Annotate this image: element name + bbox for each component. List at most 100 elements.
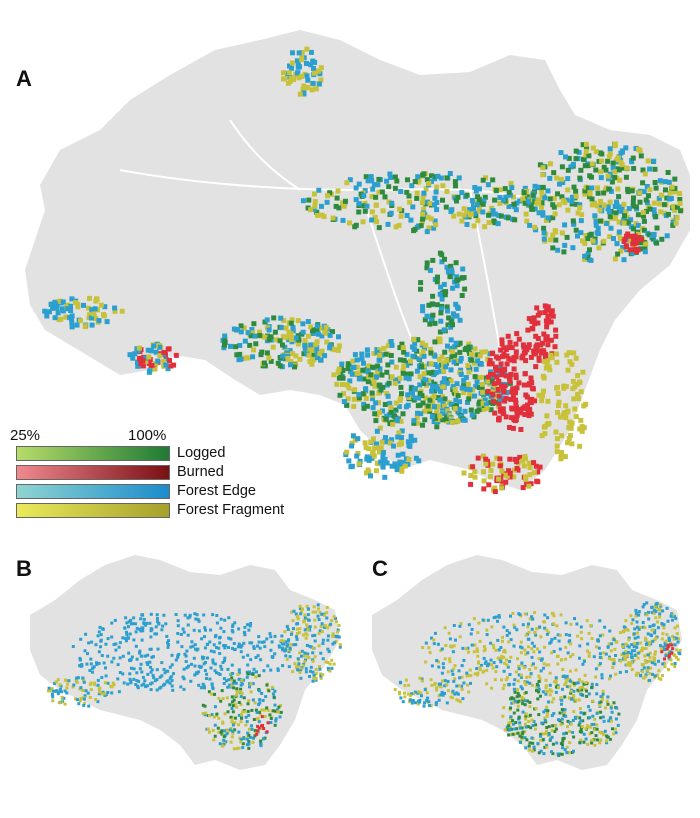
disturbance-cell: [455, 194, 461, 200]
disturbance-cell: [535, 685, 539, 689]
disturbance-cell: [609, 704, 613, 708]
disturbance-cell: [125, 621, 129, 625]
disturbance-cell: [141, 675, 145, 679]
disturbance-cell: [614, 241, 620, 247]
disturbance-cell: [599, 158, 605, 164]
disturbance-cell: [423, 342, 429, 348]
disturbance-cell: [489, 658, 493, 662]
disturbance-cell: [477, 621, 481, 625]
legend-label-forest-edge: Forest Edge: [177, 483, 256, 499]
disturbance-cell: [138, 649, 142, 653]
disturbance-cell: [397, 690, 401, 694]
disturbance-cell: [531, 724, 535, 727]
disturbance-cell: [493, 364, 498, 370]
disturbance-cell: [523, 211, 529, 217]
disturbance-cell: [526, 342, 532, 348]
disturbance-cell: [484, 660, 488, 664]
disturbance-cell: [60, 695, 64, 699]
disturbance-cell: [77, 702, 81, 706]
disturbance-cell: [427, 700, 431, 704]
disturbance-cell: [184, 660, 188, 663]
disturbance-cell: [388, 175, 394, 180]
disturbance-cell: [144, 623, 148, 627]
disturbance-cell: [98, 690, 102, 694]
disturbance-cell: [545, 632, 549, 636]
disturbance-cell: [319, 325, 325, 331]
disturbance-cell: [561, 739, 565, 743]
disturbance-cell: [447, 171, 453, 176]
disturbance-cell: [666, 645, 670, 649]
disturbance-cell: [449, 270, 455, 276]
disturbance-cell: [583, 148, 589, 154]
disturbance-cell: [602, 719, 606, 723]
disturbance-cell: [677, 197, 683, 202]
disturbance-cell: [568, 721, 572, 725]
disturbance-cell: [58, 683, 62, 687]
disturbance-cell: [389, 342, 395, 348]
disturbance-cell: [255, 670, 258, 674]
disturbance-cell: [297, 662, 301, 666]
disturbance-cell: [595, 190, 601, 196]
disturbance-cell: [311, 634, 315, 638]
disturbance-cell: [606, 154, 612, 160]
disturbance-cell: [66, 682, 70, 686]
disturbance-cell: [202, 613, 206, 617]
disturbance-cell: [410, 392, 415, 397]
disturbance-cell: [287, 78, 293, 84]
disturbance-cell: [142, 682, 146, 686]
disturbance-cell: [593, 222, 599, 228]
disturbance-cell: [546, 364, 552, 370]
disturbance-cell: [486, 482, 492, 488]
disturbance-cell: [451, 689, 455, 693]
disturbance-cell: [555, 191, 560, 197]
disturbance-cell: [312, 605, 316, 609]
disturbance-cell: [612, 662, 616, 666]
disturbance-cell: [408, 358, 413, 364]
disturbance-cell: [219, 626, 223, 630]
disturbance-cell: [336, 630, 340, 634]
disturbance-cell: [252, 667, 256, 671]
disturbance-cell: [183, 652, 187, 656]
cells-c: [393, 601, 682, 757]
disturbance-cell: [296, 622, 300, 625]
disturbance-cell: [128, 677, 132, 681]
disturbance-cell: [535, 336, 541, 341]
disturbance-cell: [271, 709, 275, 713]
disturbance-cell: [283, 630, 287, 634]
disturbance-cell: [483, 461, 489, 467]
disturbance-cell: [493, 678, 497, 682]
disturbance-cell: [300, 610, 304, 613]
disturbance-cell: [571, 719, 575, 722]
disturbance-cell: [614, 654, 617, 657]
disturbance-cell: [420, 304, 426, 310]
disturbance-cell: [220, 689, 224, 693]
disturbance-cell: [510, 727, 513, 731]
disturbance-cell: [509, 715, 513, 719]
disturbance-cell: [427, 406, 433, 412]
disturbance-cell: [311, 646, 315, 650]
disturbance-cell: [155, 632, 158, 636]
disturbance-cell: [443, 626, 447, 630]
disturbance-cell: [146, 672, 150, 676]
disturbance-cell: [649, 659, 653, 663]
disturbance-cell: [84, 689, 88, 693]
region-landmass-c: [372, 555, 682, 770]
disturbance-cell: [432, 218, 438, 224]
disturbance-cell: [550, 215, 556, 221]
disturbance-cell: [165, 366, 171, 372]
disturbance-cell: [322, 625, 326, 629]
disturbance-cell: [454, 638, 457, 642]
disturbance-cell: [192, 656, 196, 660]
disturbance-cell: [536, 200, 542, 206]
disturbance-cell: [241, 746, 245, 750]
disturbance-cell: [326, 647, 330, 651]
disturbance-cell: [498, 367, 504, 373]
disturbance-cell: [590, 723, 594, 726]
disturbance-cell: [490, 663, 494, 667]
disturbance-cell: [434, 302, 440, 308]
disturbance-cell: [260, 640, 264, 644]
disturbance-cell: [670, 651, 673, 655]
disturbance-cell: [366, 363, 372, 369]
disturbance-cell: [580, 725, 584, 729]
disturbance-cell: [669, 184, 675, 190]
